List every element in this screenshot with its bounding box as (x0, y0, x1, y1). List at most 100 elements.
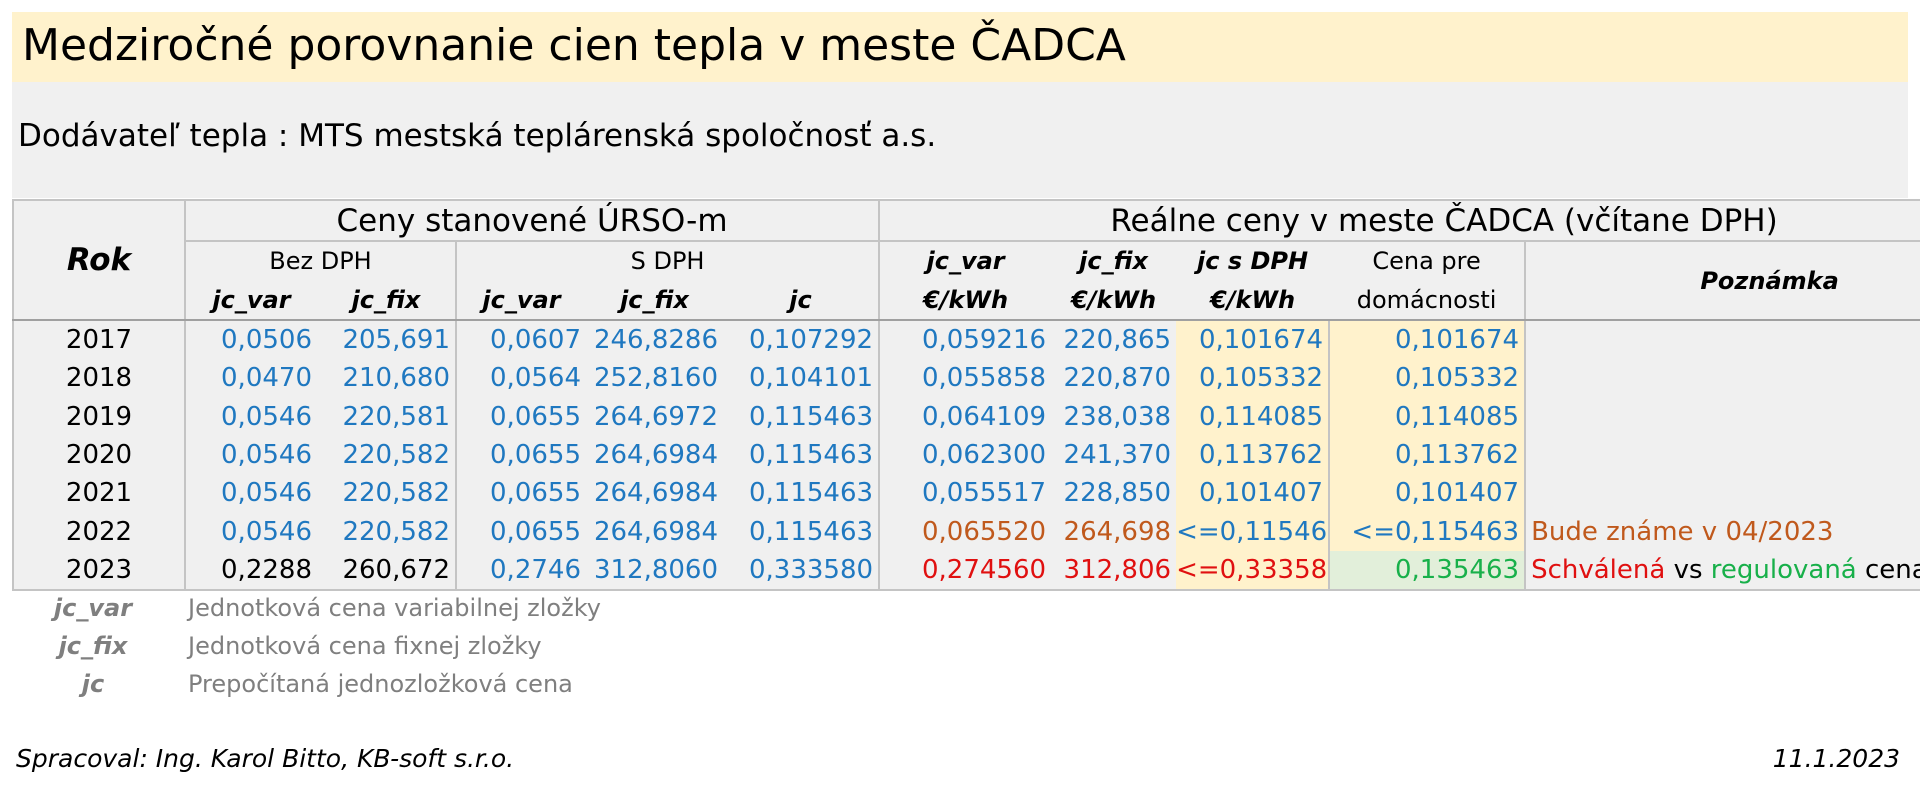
cena-cell: 0,105332 (1328, 359, 1527, 398)
bez-fix-cell: 220,582 (317, 474, 457, 513)
bez-var-cell: 0,0546 (221, 440, 312, 471)
year-cell: 2019 (12, 397, 186, 436)
s-jc-var-header: jc_var (456, 280, 586, 321)
note-price-text: cena (1865, 554, 1920, 585)
s-jc-cell: 0,107292 (723, 320, 881, 360)
bez-var-cell: 0,0546 (221, 516, 312, 547)
s-jc-cell: 0,104101 (723, 359, 881, 398)
s-jc-cell: 0,115463 (723, 474, 881, 513)
note-cell (1525, 435, 1920, 475)
legend-desc: Jednotková cena variabilnej zložky (188, 594, 601, 622)
note-header: Poznámka (1525, 240, 1920, 321)
year-cell: 2018 (12, 359, 186, 398)
s-var-cell: 0,2746 (456, 550, 586, 592)
bez-fix-cell: 220,581 (317, 397, 457, 436)
real-fix-cell: 264,698 (1063, 516, 1172, 547)
s-jc-cell: 0,115463 (723, 435, 881, 475)
cena-cell: <=0,115463 (1328, 512, 1527, 551)
cena-cell: 0,101674 (1328, 320, 1527, 360)
s-dph-header: S DPH (456, 240, 881, 280)
s-jc-cell: 0,115463 (723, 512, 881, 551)
s-fix-cell: 264,6984 (593, 440, 718, 471)
real-group-header: Reálne ceny v meste ČADCA (včítane DPH) (879, 199, 1920, 241)
year-cell: 2022 (12, 512, 186, 551)
cena-cell: 0,114085 (1328, 397, 1527, 436)
real-fix-cell: 220,865 (1063, 325, 1172, 356)
unit-jc-var: €/kWh (879, 280, 1052, 321)
title-bar: Medziročné porovnanie cien tepla v meste… (12, 12, 1908, 82)
s-jc-cell: 0,333580 (723, 550, 881, 592)
real-fix-cell: 241,370 (1063, 440, 1172, 471)
s-var-cell: 0,0607 (490, 325, 581, 356)
year-cell: 2017 (12, 320, 186, 360)
note-cell (1525, 359, 1920, 398)
real-fix-cell: 312,806 (1051, 550, 1177, 592)
note-cell (1525, 320, 1920, 360)
bez-fix-cell: 260,672 (317, 550, 457, 592)
s-jc-header: jc (723, 280, 881, 321)
real-var-cell: 0,062300 (922, 440, 1047, 471)
s-fix-cell: 252,8160 (593, 363, 718, 394)
cena-cell: 0,113762 (1328, 435, 1527, 475)
s-var-cell: 0,0655 (490, 478, 581, 509)
cena-cell: 0,101407 (1328, 474, 1527, 513)
real-var-cell: 0,064109 (922, 401, 1047, 432)
footer-date: 11.1.2023 (1772, 744, 1900, 773)
real-fix-cell: 228,850 (1063, 478, 1172, 509)
bez-var-cell: 0,0546 (221, 478, 312, 509)
note-cell (1525, 474, 1920, 513)
real-var-cell: 0,055858 (922, 363, 1047, 394)
bez-fix-cell: 220,582 (317, 435, 457, 475)
legend-desc: Jednotková cena fixnej zložky (188, 632, 542, 660)
bez-var-cell: 0,0470 (221, 363, 312, 394)
table-row: 2019 0,0546 220,581 0,0655 264,6972 0,11… (12, 397, 1920, 436)
table-row: 2020 0,0546 220,582 0,0655 264,6984 0,11… (12, 435, 1920, 475)
real-jc-cell: 0,101674 (1176, 320, 1330, 360)
s-fix-cell: 264,6984 (593, 478, 718, 509)
supplier-area: Dodávateľ tepla : MTS mestská teplárensk… (12, 82, 1908, 198)
unit-jc-s-dph: €/kWh (1176, 280, 1330, 321)
unit-jc-fix: €/kWh (1051, 280, 1177, 321)
real-var-cell: 0,055517 (922, 478, 1047, 509)
legend-abbr: jc_var (53, 594, 133, 622)
s-fix-cell: 246,8286 (593, 325, 718, 356)
footer-author: Spracoval: Ing. Karol Bitto, KB-soft s.r… (16, 744, 515, 773)
real-jc-cell: 0,113762 (1176, 435, 1330, 475)
s-var-cell: 0,0564 (490, 363, 581, 394)
bez-fix-cell: 220,582 (317, 512, 457, 551)
table-row: 2021 0,0546 220,582 0,0655 264,6984 0,11… (12, 474, 1920, 513)
table-row: 2023 0,2288 260,672 0,2746 312,8060 0,33… (12, 550, 1920, 592)
year-cell: 2021 (12, 474, 186, 513)
cena-pre-header-line1: Cena pre (1329, 240, 1527, 280)
real-var-cell: 0,059216 (922, 325, 1047, 356)
urso-group-header: Ceny stanovené ÚRSO-m (185, 199, 881, 241)
s-jc-cell: 0,115463 (723, 397, 881, 436)
page-title: Medziročné porovnanie cien tepla v meste… (22, 20, 1126, 71)
bez-fix-cell: 210,680 (317, 359, 457, 398)
bez-dph-header: Bez DPH (185, 240, 457, 280)
bez-jc-fix-header: jc_fix (317, 280, 457, 321)
bez-var-cell: 0,0546 (221, 401, 312, 432)
s-var-cell: 0,0655 (490, 516, 581, 547)
year-cell: 2020 (12, 435, 186, 475)
note-approved-text: Schválená (1531, 554, 1666, 585)
real-jc-s-dph-header: jc s DPH (1176, 240, 1330, 280)
legend-desc: Prepočítaná jednozložková cena (188, 670, 573, 698)
note-cell: Schválená vs regulovaná cena (1525, 550, 1920, 592)
heat-price-table: Rok Ceny stanovené ÚRSO-m Reálne ceny v … (12, 199, 1920, 592)
year-header: Rok (12, 199, 186, 321)
real-fix-cell: 238,038 (1063, 401, 1172, 432)
real-jc-fix-header: jc_fix (1051, 240, 1177, 280)
real-jc-cell: <=0,115463 (1176, 512, 1330, 551)
note-cell: Bude známe v 04/2023 (1525, 512, 1920, 551)
bez-jc-var-header: jc_var (185, 280, 317, 321)
s-jc-fix-header: jc_fix (586, 280, 723, 321)
s-fix-cell: 312,8060 (586, 550, 723, 592)
real-jc-var-header: jc_var (879, 240, 1052, 280)
real-var-cell: 0,274560 (879, 550, 1052, 592)
real-fix-cell: 220,870 (1063, 363, 1172, 394)
real-jc-cell: 0,114085 (1176, 397, 1330, 436)
note-regulated-text: regulovaná (1710, 554, 1857, 585)
bez-var-cell: 0,2288 (185, 550, 317, 592)
table-row: 2017 0,0506 205,691 0,0607 246,8286 0,10… (12, 320, 1920, 360)
